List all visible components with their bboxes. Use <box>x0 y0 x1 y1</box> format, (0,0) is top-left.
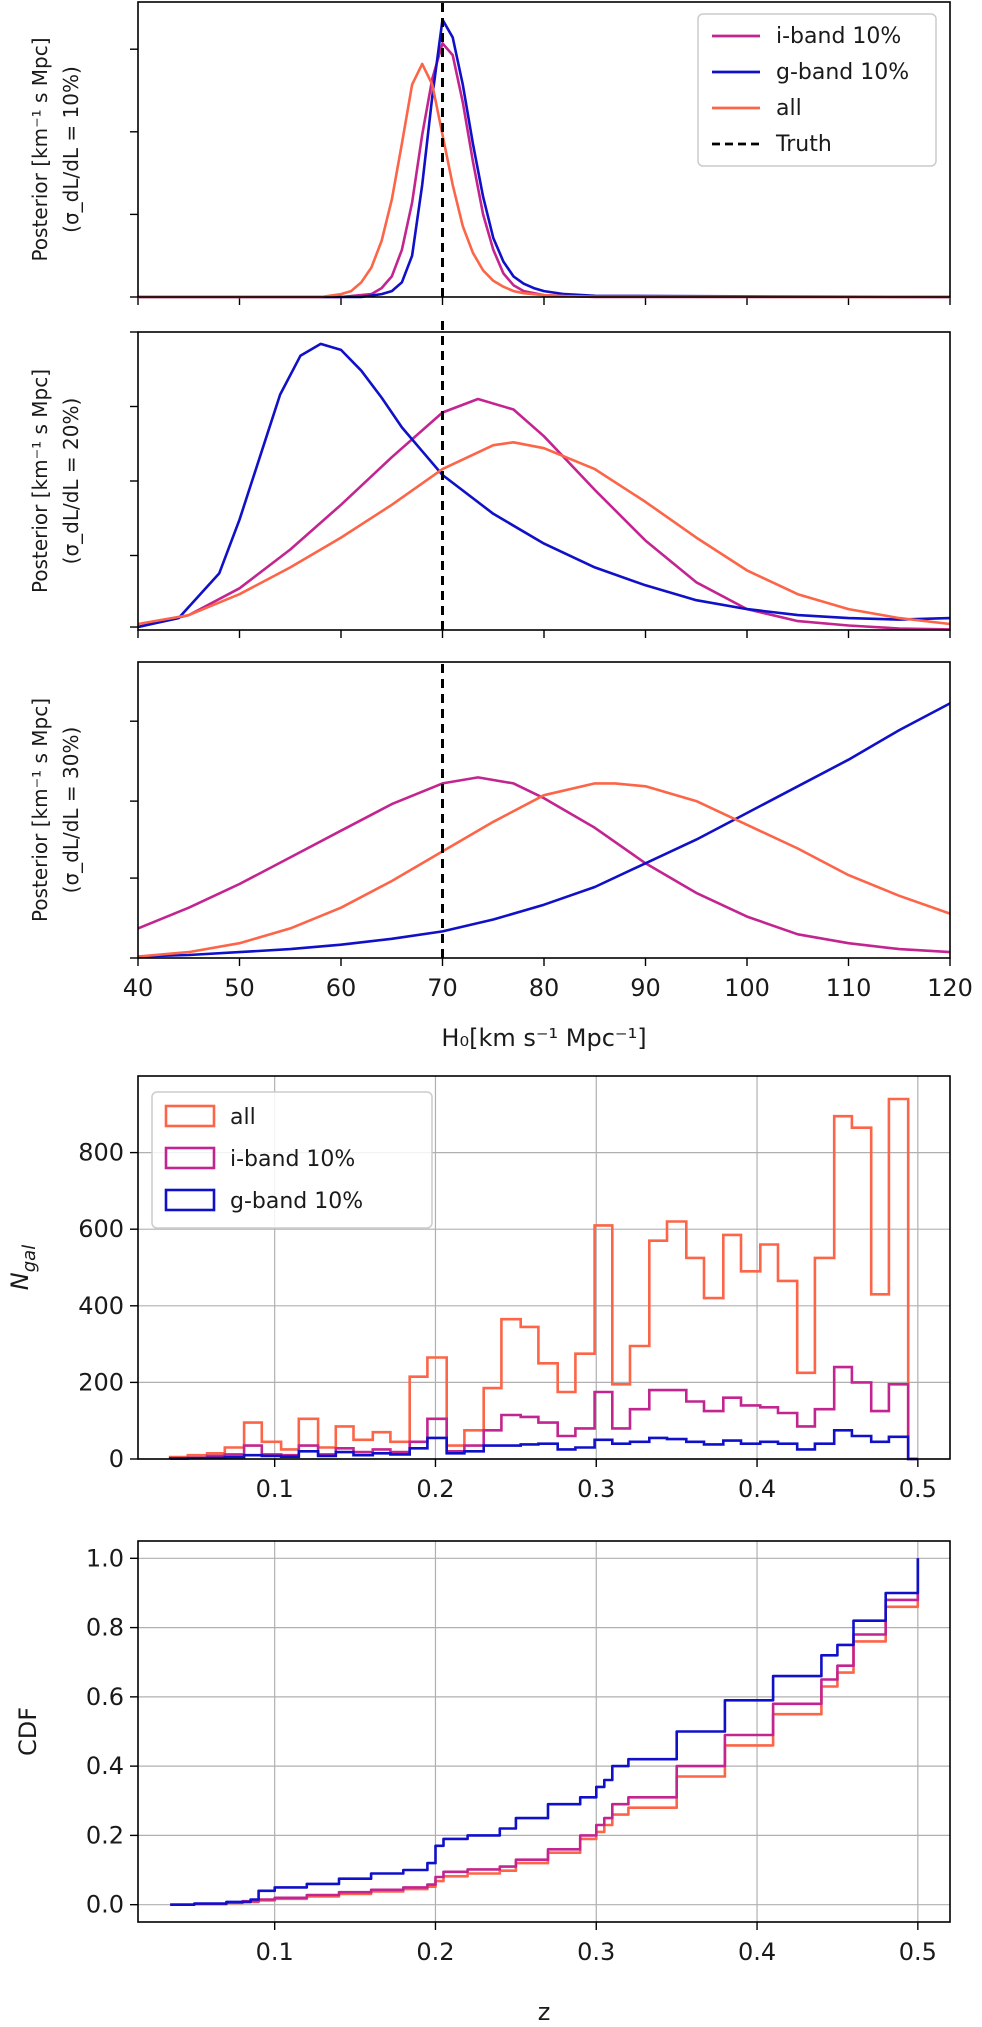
legend-box <box>151 1091 433 1229</box>
y-tick-label: 0.6 <box>86 1683 124 1711</box>
axes-frame <box>137 1 951 298</box>
gband-cdf-line <box>170 1558 920 1906</box>
posterior-20pct-panel: Posterior [km⁻¹ s Mpc] (σ_dL/dL = 20%) <box>28 317 951 638</box>
y-tick-label: 1.0 <box>86 1544 124 1572</box>
legend-swatch <box>164 1188 216 1212</box>
axes-frame <box>137 1075 951 1460</box>
y-axis-label: Posterior [km⁻¹ s Mpc] <box>28 37 52 261</box>
x-tick-label: 0.5 <box>899 1938 937 1966</box>
iband-cdf-line <box>170 1558 920 1906</box>
x-tick-label: 110 <box>826 974 872 1002</box>
y-axis-label-sub: gal <box>19 1245 40 1272</box>
axes-frame <box>137 1540 951 1923</box>
y-axis-label: Posterior [km⁻¹ s Mpc] <box>28 698 52 922</box>
y-tick-label: 0 <box>109 1445 124 1473</box>
legend-swatch <box>164 1104 216 1128</box>
y-tick-label: 0.4 <box>86 1752 124 1780</box>
x-tick-label: 0.5 <box>899 1475 937 1503</box>
x-tick-label: 90 <box>630 974 661 1002</box>
y-tick-label: 200 <box>78 1368 124 1396</box>
x-tick-label: 0.2 <box>416 1475 454 1503</box>
axes-frame <box>137 661 951 959</box>
all-series-line <box>138 62 951 299</box>
x-tick-label: 0.4 <box>738 1938 776 1966</box>
x-tick-label: 120 <box>927 974 973 1002</box>
y-axis-label: Posterior [km⁻¹ s Mpc] <box>28 369 52 593</box>
gband-histogram-step <box>168 1429 918 1461</box>
gband-series-line <box>138 18 951 299</box>
all-series-line <box>137 440 951 626</box>
all-cdf-line <box>170 1558 920 1906</box>
x-tick-label: 0.1 <box>256 1475 294 1503</box>
all-series-line <box>137 782 951 958</box>
x-tick-label: 80 <box>529 974 560 1002</box>
x-tick-label: 100 <box>724 974 770 1002</box>
posterior-10pct-panel: Posterior [km⁻¹ s Mpc] (σ_dL/dL = 10%) i-b… <box>28 0 951 305</box>
y-tick-label: 0.8 <box>86 1614 124 1642</box>
legend-label: Truth <box>775 132 832 157</box>
legend-box <box>697 13 937 167</box>
y-tick-label: 400 <box>78 1292 124 1320</box>
galaxy-count-histogram-panel: 0.1 0.2 0.3 0.4 0.5 0 200 400 600 800 Ngal all i-ban… <box>6 1075 951 1503</box>
legend-label: all <box>230 1105 256 1130</box>
y-axis-label: Ngal <box>6 1245 40 1290</box>
x-tick-label: 50 <box>224 974 255 1002</box>
all-histogram-step <box>168 1097 918 1461</box>
x-tick-label: 0.2 <box>416 1938 454 1966</box>
axes-frame <box>137 331 951 631</box>
x-tick-label: 0.4 <box>738 1475 776 1503</box>
x-tick-label: 40 <box>123 974 154 1002</box>
legend-label: all <box>776 96 802 121</box>
gband-series-line <box>137 342 951 629</box>
y-tick-label: 0.0 <box>86 1891 124 1919</box>
legend-label: i-band 10% <box>776 24 901 49</box>
gband-series-line <box>137 702 951 958</box>
cdf-panel: 0.1 0.2 0.3 0.4 0.5 0.0 0.2 0.4 0.6 0.8 1.0 CDF z <box>14 1540 951 2026</box>
legend-label: i-band 10% <box>230 1147 355 1172</box>
y-axis-sublabel: (σ_dL/dL = 10%) <box>59 66 83 233</box>
legend-swatch <box>164 1146 216 1170</box>
x-tick-label: 60 <box>326 974 357 1002</box>
x-tick-label: 70 <box>427 974 458 1002</box>
y-axis-sublabel: (σ_dL/dL = 30%) <box>59 727 83 894</box>
x-axis-label: H₀[km s⁻¹ Mpc⁻¹] <box>441 1024 646 1052</box>
iband-series-line <box>138 41 950 299</box>
x-axis-label: z <box>538 1998 551 2026</box>
legend-label: g-band 10% <box>230 1189 363 1214</box>
x-tick-label: 0.3 <box>577 1475 615 1503</box>
legend-label: g-band 10% <box>776 60 909 85</box>
y-axis-label: CDF <box>14 1707 42 1756</box>
x-tick-label: 0.3 <box>577 1938 615 1966</box>
y-tick-label: 0.2 <box>86 1821 124 1849</box>
y-axis-sublabel: (σ_dL/dL = 20%) <box>59 398 83 565</box>
y-tick-label: 600 <box>78 1215 124 1243</box>
iband-series-line <box>137 776 951 954</box>
x-tick-label: 0.1 <box>256 1938 294 1966</box>
posterior-30pct-panel: Posterior [km⁻¹ s Mpc] (σ_dL/dL = 30%) 40 5… <box>28 661 973 1052</box>
y-axis-label-main: N <box>6 1272 34 1290</box>
iband-histogram-step <box>168 1365 918 1461</box>
iband-series-line <box>137 397 951 631</box>
y-tick-label: 800 <box>78 1139 124 1167</box>
